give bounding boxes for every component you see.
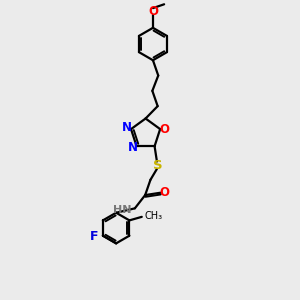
Text: O: O: [159, 123, 169, 136]
Text: N: N: [122, 122, 132, 134]
Text: CH₃: CH₃: [145, 211, 163, 221]
Text: HN: HN: [113, 205, 131, 214]
Text: O: O: [148, 4, 158, 18]
Text: S: S: [153, 159, 162, 172]
Text: N: N: [128, 141, 137, 154]
Text: O: O: [160, 186, 170, 199]
Text: F: F: [90, 230, 99, 243]
